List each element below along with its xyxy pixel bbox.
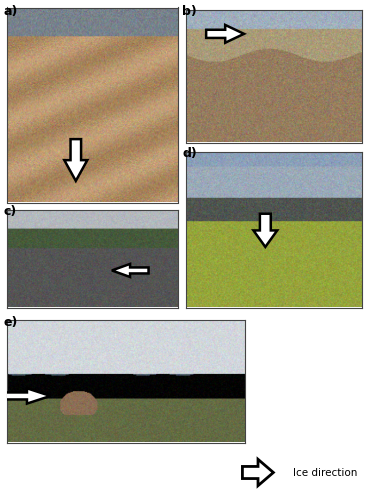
Polygon shape (254, 214, 277, 247)
Text: d): d) (182, 148, 197, 160)
Text: e): e) (4, 316, 18, 329)
Polygon shape (206, 25, 244, 43)
Text: c): c) (4, 205, 17, 218)
Polygon shape (3, 388, 50, 404)
Text: a): a) (4, 5, 18, 18)
Text: b): b) (182, 5, 197, 18)
Polygon shape (112, 264, 149, 277)
Polygon shape (64, 139, 87, 181)
Text: Ice direction: Ice direction (293, 468, 357, 477)
